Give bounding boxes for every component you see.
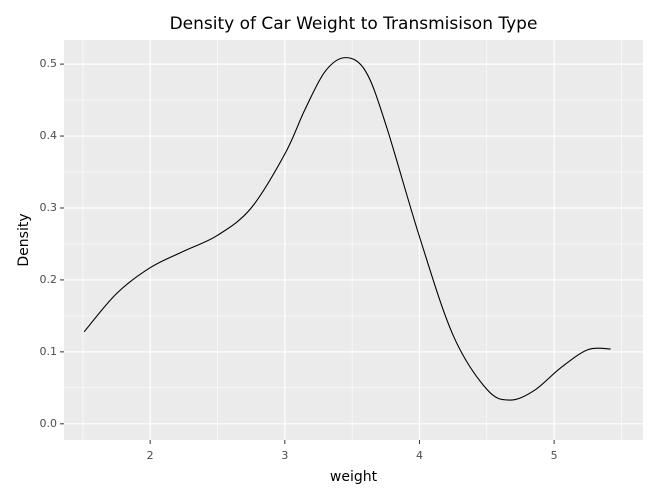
x-tick-label: 4	[416, 449, 423, 462]
y-axis-title: Density	[16, 213, 32, 266]
x-tick-label: 3	[281, 449, 288, 462]
y-tick-label: 0.4	[40, 129, 58, 142]
y-tick-label: 0.0	[40, 417, 58, 430]
plot-panel	[64, 40, 643, 440]
y-tick-label: 0.2	[40, 273, 58, 286]
x-tick-label: 5	[551, 449, 558, 462]
y-tick-label: 0.5	[40, 57, 58, 70]
y-tick-label: 0.3	[40, 201, 58, 214]
major-gridlines	[64, 40, 643, 440]
x-tick-label: 2	[147, 449, 154, 462]
y-tick-label: 0.1	[40, 345, 58, 358]
chart-title: Density of Car Weight to Transmisison Ty…	[170, 14, 538, 34]
minor-gridlines	[64, 40, 643, 440]
x-axis-title: weight	[330, 469, 378, 485]
y-axis-ticks: 0.0 0.1 0.2 0.3 0.4 0.5	[40, 57, 64, 430]
x-axis-ticks: 2 3 4 5	[147, 440, 558, 462]
density-line	[83, 57, 611, 401]
